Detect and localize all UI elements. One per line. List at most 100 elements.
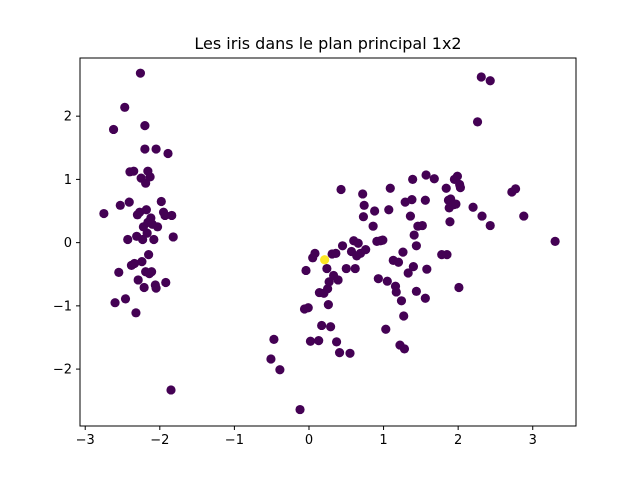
plot-frame xyxy=(79,57,577,427)
scatter-point xyxy=(454,282,464,293)
scatter-point xyxy=(399,344,410,354)
scatter-point xyxy=(510,184,521,194)
scatter-point xyxy=(550,236,560,246)
scatter-point xyxy=(151,144,161,154)
x-tick-label: 3 xyxy=(529,433,537,448)
y-tick-label: 0 xyxy=(64,236,72,251)
scatter-point xyxy=(152,222,163,232)
scatter-point xyxy=(167,210,177,221)
scatter-point xyxy=(303,303,313,313)
scatter-point xyxy=(399,311,409,321)
scatter-point xyxy=(472,117,483,127)
scatter-point xyxy=(156,196,166,207)
scatter-point xyxy=(314,336,324,346)
scatter-point xyxy=(323,284,333,294)
scatter-point xyxy=(149,234,159,245)
scatter-point xyxy=(151,283,161,293)
scatter-point xyxy=(429,174,439,184)
scatter-point xyxy=(408,262,418,272)
scatter-point xyxy=(452,171,463,181)
x-tick-label: 0 xyxy=(305,433,313,448)
scatter-point xyxy=(266,354,276,364)
scatter-point xyxy=(166,385,176,395)
scatter-point xyxy=(163,148,173,159)
scatter-point xyxy=(137,257,147,267)
scatter-point xyxy=(108,124,119,135)
scatter-point xyxy=(115,200,125,210)
scatter-point xyxy=(331,248,341,258)
scatter-point xyxy=(140,144,150,154)
scatter-point xyxy=(337,241,348,251)
scatter-point xyxy=(361,244,371,255)
scatter-point xyxy=(468,202,478,212)
scatter-point xyxy=(445,217,455,227)
scatter-point xyxy=(144,250,154,260)
scatter-point xyxy=(301,265,311,276)
scatter-point xyxy=(422,264,432,274)
scatter-point xyxy=(123,234,133,245)
scatter-point xyxy=(350,263,360,274)
x-tick-label: −2 xyxy=(150,433,169,448)
scatter-point xyxy=(145,172,155,182)
y-tick-label: 1 xyxy=(64,173,72,188)
scatter-point xyxy=(455,183,465,193)
scatter-point xyxy=(420,293,430,303)
scatter-point xyxy=(124,197,134,207)
scatter-point xyxy=(477,211,487,221)
scatter-point xyxy=(353,238,363,248)
scatter-point xyxy=(320,255,330,265)
scatter-point xyxy=(441,183,451,193)
scatter-point xyxy=(129,166,139,176)
scatter-point xyxy=(99,208,109,219)
scatter-point xyxy=(140,121,150,131)
scatter-point xyxy=(409,230,419,240)
scatter-point xyxy=(345,348,355,358)
x-tick-label: 1 xyxy=(379,433,387,448)
scatter-point xyxy=(110,298,120,308)
scatter-point xyxy=(373,274,383,284)
ticks-layer: −3 −2 −1 0 1 2 3 −2 −1 0 1 2 xyxy=(53,110,537,448)
y-tick-label: 2 xyxy=(64,110,72,125)
x-tick-label: 2 xyxy=(454,433,462,448)
scatter-point xyxy=(133,275,143,285)
scatter-point xyxy=(168,232,178,242)
scatter-point xyxy=(269,334,279,344)
scatter-point xyxy=(476,72,486,82)
scatter-point xyxy=(331,337,342,347)
scatter-point xyxy=(393,257,404,267)
scatter-point xyxy=(403,268,413,278)
x-tick-label: −1 xyxy=(225,433,244,448)
scatter-point xyxy=(407,195,417,205)
scatter-point xyxy=(139,282,149,293)
scatter-point xyxy=(385,183,395,193)
scatter-point xyxy=(398,247,408,257)
scatter-point xyxy=(451,199,461,209)
scatter-point xyxy=(336,184,346,195)
scatter-point xyxy=(322,263,332,274)
scatter-point xyxy=(120,102,130,112)
scatter-point xyxy=(421,170,431,180)
scatter-point xyxy=(305,336,316,346)
x-tick-label: −3 xyxy=(76,433,95,448)
scatter-point xyxy=(442,250,452,260)
scatter-point xyxy=(120,294,131,304)
scatter-point xyxy=(417,220,427,231)
y-tick-label: −2 xyxy=(53,363,72,378)
scatter-point xyxy=(141,205,151,215)
chart-title: Les iris dans le plan principal 1x2 xyxy=(194,34,461,53)
scatter-point xyxy=(114,267,124,277)
scatter-point xyxy=(333,275,343,285)
points-layer xyxy=(99,68,560,415)
scatter-point xyxy=(326,322,336,332)
scatter-point xyxy=(359,200,369,210)
scatter-point xyxy=(411,286,421,296)
scatter-point xyxy=(405,211,416,221)
scatter-point xyxy=(147,267,157,277)
scatter-point xyxy=(391,287,401,297)
scatter-point xyxy=(382,276,392,286)
scatter-point xyxy=(323,300,333,310)
scatter-point xyxy=(420,195,430,205)
scatter-point xyxy=(378,235,388,245)
